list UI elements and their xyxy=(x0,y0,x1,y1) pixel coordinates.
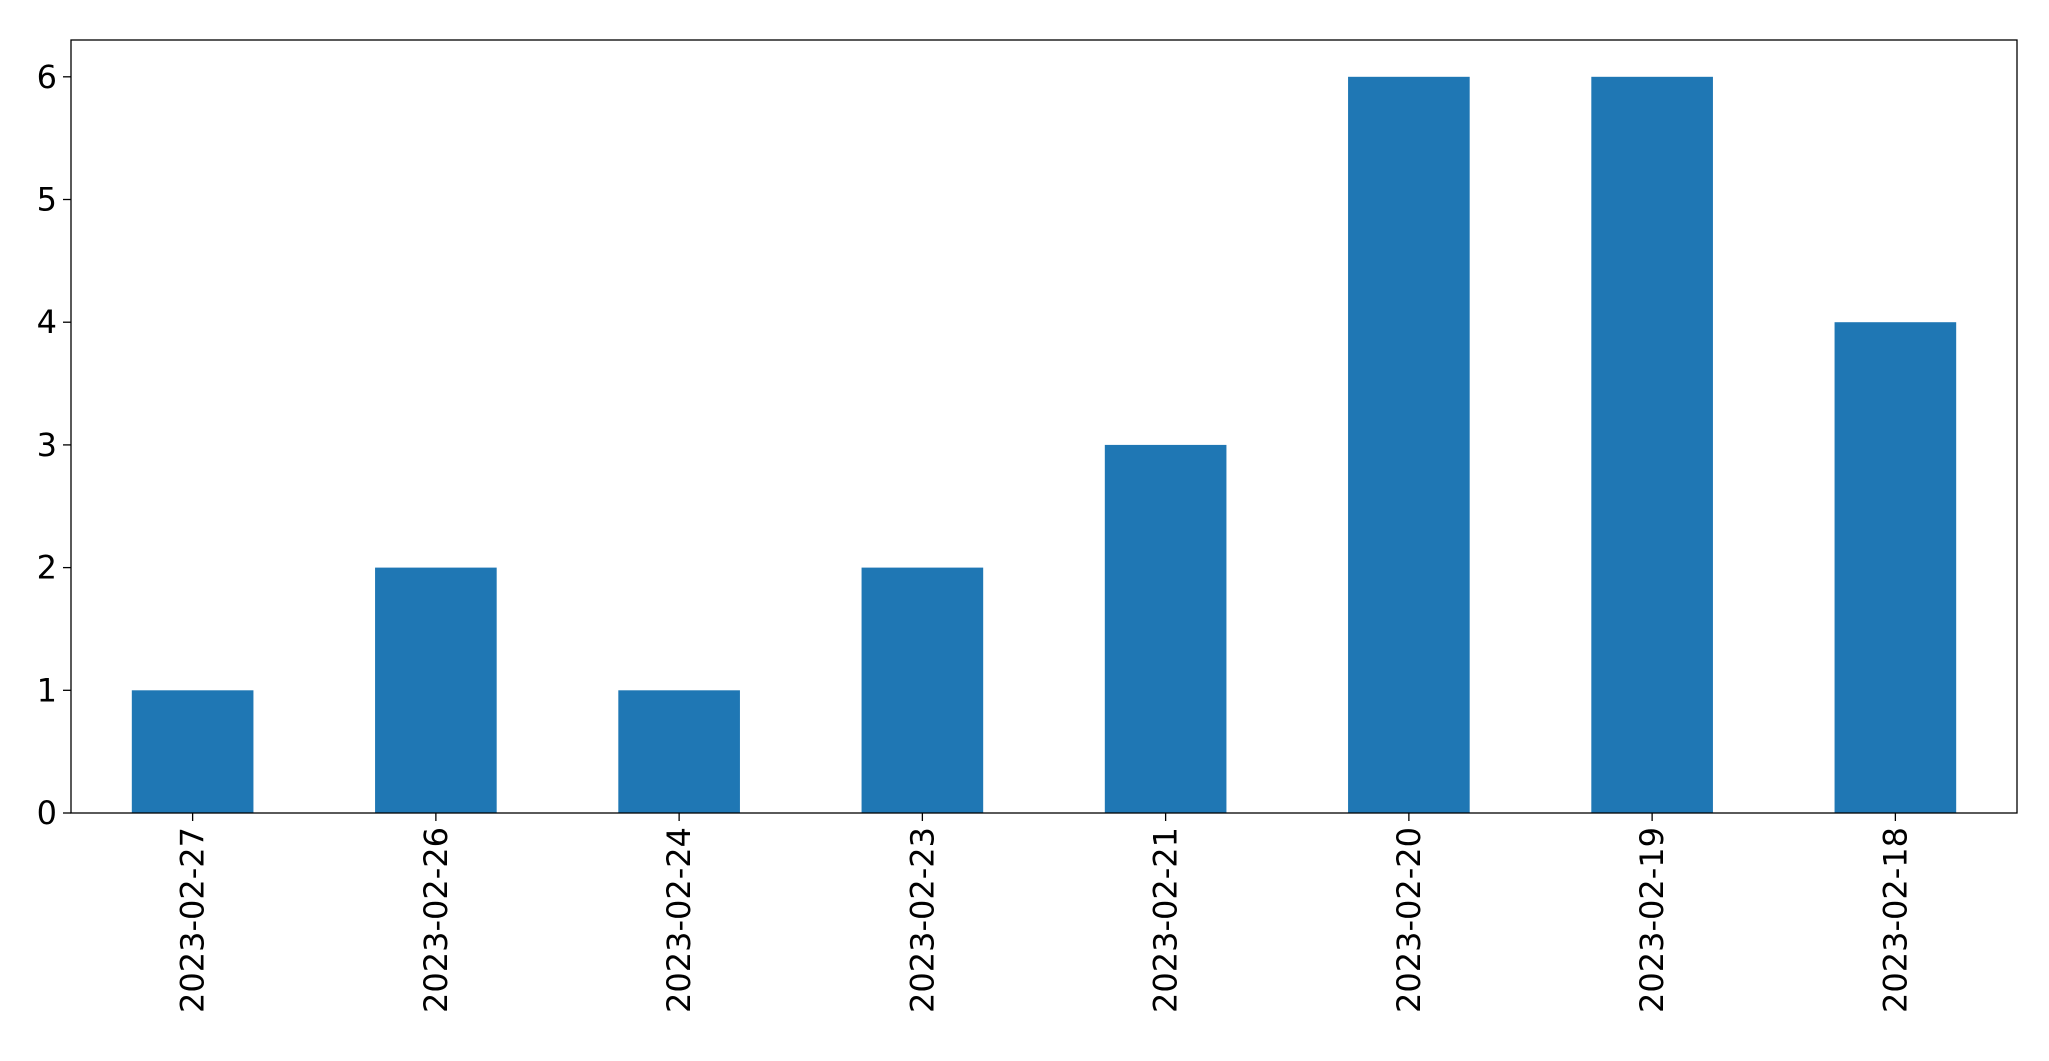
y-tick-label: 1 xyxy=(37,671,57,709)
y-tick-label: 3 xyxy=(37,426,57,464)
x-tick-label: 2023-02-27 xyxy=(174,827,212,1013)
y-tick-label: 0 xyxy=(37,794,57,832)
bar-2023-02-27 xyxy=(131,690,254,813)
x-tick-label: 2023-02-26 xyxy=(417,827,455,1013)
x-tick-label: 2023-02-21 xyxy=(1147,827,1185,1013)
y-tick-label: 2 xyxy=(37,549,57,587)
x-tick-label: 2023-02-23 xyxy=(903,827,941,1013)
x-axis: 2023-02-27 2023-02-26 2023-02-24 2023-02-23… xyxy=(174,813,1914,1013)
bar-2023-02-26 xyxy=(375,567,497,813)
bar-2023-02-20 xyxy=(1348,76,1470,814)
y-axis: 0 1 2 3 4 5 6 xyxy=(37,58,71,832)
bar-2023-02-19 xyxy=(1591,76,1713,814)
x-tick-label: 2023-02-20 xyxy=(1390,827,1428,1013)
y-tick-label: 5 xyxy=(37,181,57,219)
x-tick-label: 2023-02-19 xyxy=(1633,827,1671,1013)
bar-2023-02-18 xyxy=(1834,322,1957,813)
x-tick-label: 2023-02-24 xyxy=(660,827,698,1013)
bar-2023-02-24 xyxy=(618,690,740,813)
plot-area-frame xyxy=(70,39,2018,814)
y-tick-label: 6 xyxy=(37,58,57,96)
bars-group xyxy=(131,76,1957,814)
bar-2023-02-23 xyxy=(861,567,984,813)
x-tick-label: 2023-02-18 xyxy=(1876,827,1914,1013)
y-tick-label: 4 xyxy=(37,303,57,341)
bar-2023-02-21 xyxy=(1104,444,1227,813)
